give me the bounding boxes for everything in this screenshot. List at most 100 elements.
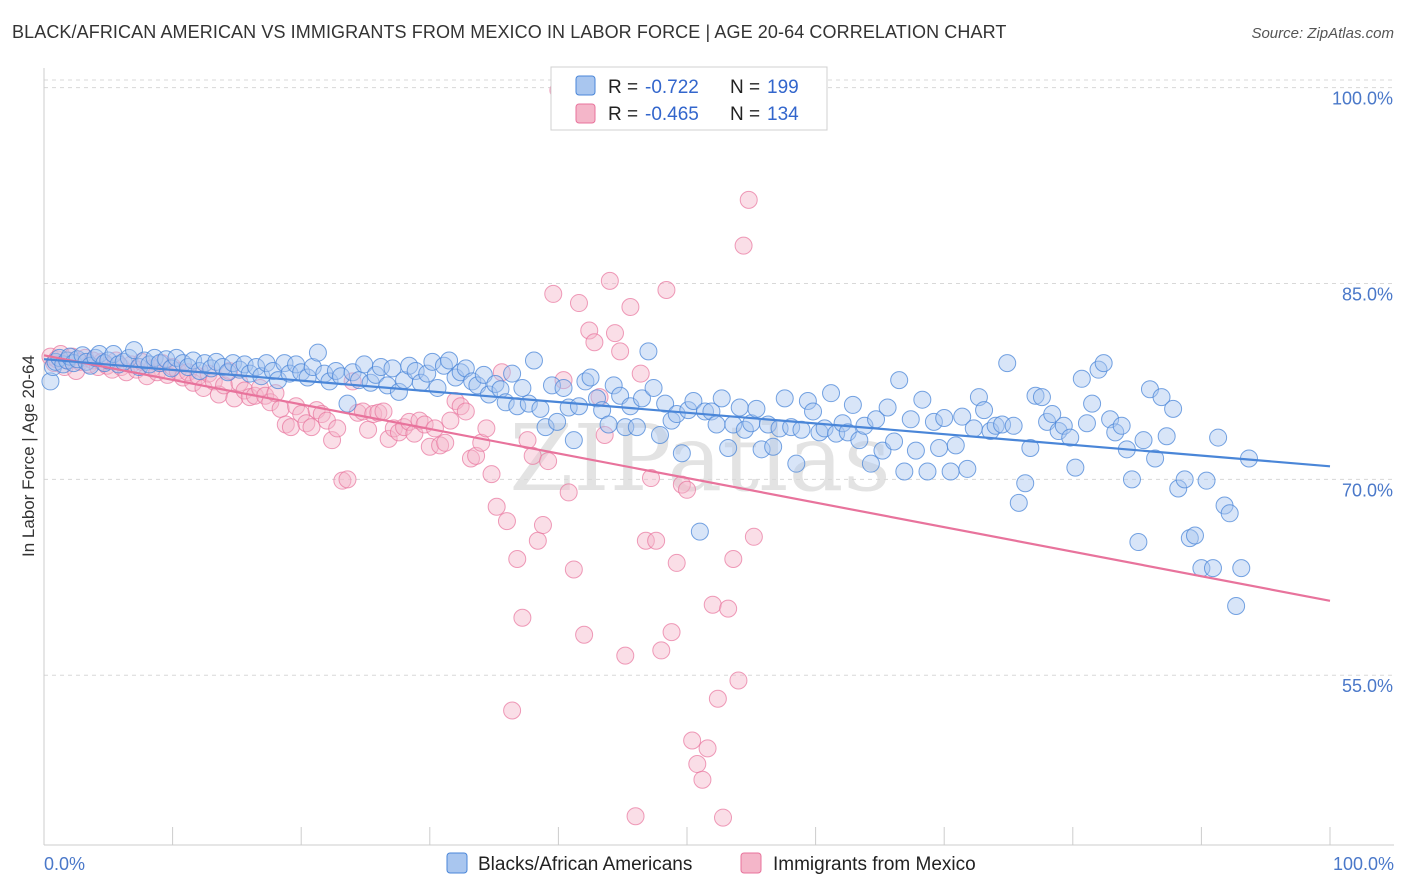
legend-r-value-blue: -0.722 — [645, 77, 699, 98]
x-tick-label-min: 0.0% — [44, 854, 85, 874]
data-point-blacks — [536, 418, 555, 437]
legend-n-value-pink: 134 — [767, 104, 799, 125]
data-point-immigrants-mexico — [379, 429, 398, 448]
data-point-blacks — [218, 363, 237, 382]
data-point-blacks — [513, 378, 532, 397]
data-point-immigrants-mexico — [621, 297, 640, 316]
data-point-blacks — [418, 364, 437, 383]
data-point-blacks — [378, 376, 397, 395]
data-point-blacks — [719, 439, 738, 458]
data-point-blacks — [878, 398, 897, 417]
data-point-blacks — [1066, 458, 1085, 477]
chart-title: BLACK/AFRICAN AMERICAN VS IMMIGRANTS FRO… — [12, 22, 1007, 42]
data-point-immigrants-mexico — [683, 731, 702, 750]
data-point-blacks — [775, 389, 794, 408]
data-point-immigrants-mexico — [281, 418, 300, 437]
data-point-blacks — [958, 459, 977, 478]
data-point-blacks — [503, 364, 522, 383]
data-point-blacks — [428, 378, 447, 397]
series-immigrants-mexico-points — [41, 81, 763, 827]
data-point-blacks — [1083, 394, 1102, 413]
data-point-blacks — [941, 462, 960, 481]
data-point-blacks — [930, 439, 949, 458]
data-point-immigrants-mexico — [374, 402, 393, 421]
data-point-immigrants-mexico — [482, 465, 501, 484]
data-point-blacks — [548, 412, 567, 431]
data-point-immigrants-mexico — [436, 433, 455, 452]
data-point-blacks — [993, 415, 1012, 434]
data-point-blacks — [1152, 388, 1171, 407]
data-point-immigrants-mexico — [497, 512, 516, 531]
data-point-immigrants-mexico — [585, 333, 604, 352]
data-point-blacks — [235, 355, 254, 374]
data-point-blacks — [1209, 428, 1228, 447]
y-axis-label: In Labor Force | Age 20-64 — [19, 355, 38, 557]
data-point-blacks — [946, 436, 965, 455]
data-point-immigrants-mexico — [734, 236, 753, 255]
data-point-immigrants-mexico — [678, 480, 696, 499]
data-point-blacks — [524, 351, 543, 370]
data-point-blacks — [1175, 470, 1194, 489]
data-point-immigrants-mexico — [451, 397, 470, 416]
data-point-blacks — [1054, 416, 1073, 435]
data-point-immigrants-mexico — [441, 411, 460, 430]
data-point-blacks — [569, 397, 588, 416]
legend-r-value-pink: -0.465 — [645, 104, 699, 125]
data-point-blacks — [1077, 414, 1096, 433]
data-point-immigrants-mexico — [564, 560, 583, 579]
data-point-blacks — [1009, 493, 1028, 512]
data-point-blacks — [1004, 416, 1023, 435]
data-point-immigrants-mexico — [600, 271, 619, 290]
data-point-blacks — [486, 375, 505, 394]
legend-n-label-blue: N = — [730, 77, 760, 98]
data-point-blacks — [542, 376, 561, 395]
data-point-blacks — [981, 422, 1000, 441]
data-point-blacks — [1049, 422, 1068, 441]
data-point-blacks — [275, 354, 294, 373]
data-point-immigrants-mexico — [719, 599, 738, 618]
data-point-blacks — [1164, 399, 1183, 418]
data-point-immigrants-mexico — [338, 470, 357, 489]
data-point-blacks — [1203, 559, 1222, 578]
trend-line-blacks — [43, 358, 1331, 468]
x-tick-label-max: 100.0% — [1333, 854, 1394, 874]
data-point-blacks — [1016, 474, 1035, 493]
data-point-blacks — [833, 414, 852, 433]
data-point-immigrants-mexico — [667, 553, 686, 572]
legend-n-label-pink: N = — [730, 104, 760, 125]
data-point-blacks — [707, 415, 726, 434]
data-point-immigrants-mexico — [724, 550, 743, 569]
data-point-blacks — [184, 351, 203, 370]
data-point-blacks — [1185, 526, 1204, 545]
data-point-immigrants-mexico — [631, 364, 650, 383]
bottom-legend: Blacks/African Americans Immigrants from… — [446, 852, 976, 875]
data-point-blacks — [90, 344, 109, 363]
data-point-immigrants-mexico — [575, 625, 594, 644]
data-point-blacks — [843, 395, 862, 414]
bottom-legend-swatch-pink — [740, 852, 762, 874]
bottom-legend-label-blue: Blacks/African Americans — [478, 854, 692, 875]
data-point-blacks — [1106, 423, 1125, 442]
data-point-blacks — [690, 522, 709, 541]
data-point-immigrants-mexico — [657, 281, 676, 299]
data-point-blacks — [604, 376, 623, 395]
data-point-immigrants-mexico — [431, 436, 450, 455]
data-point-blacks — [145, 348, 164, 367]
data-point-blacks — [895, 462, 914, 481]
data-point-blacks — [240, 364, 259, 383]
data-point-immigrants-mexico — [569, 294, 588, 313]
data-point-blacks — [861, 454, 880, 473]
legend-n-value-blue: 199 — [767, 77, 799, 98]
data-point-immigrants-mexico — [636, 531, 655, 550]
data-point-blacks — [627, 418, 646, 437]
data-point-immigrants-mexico — [559, 483, 578, 502]
data-point-blacks — [338, 394, 357, 413]
data-point-blacks — [1112, 416, 1131, 435]
y-tick-labels: 55.0% 70.0% 85.0% 100.0% — [1332, 89, 1393, 697]
data-point-blacks — [247, 358, 266, 377]
data-point-immigrants-mexico — [729, 671, 748, 690]
data-point-blacks — [456, 359, 475, 378]
data-point-immigrants-mexico — [323, 431, 342, 450]
data-point-immigrants-mexico — [544, 284, 563, 303]
